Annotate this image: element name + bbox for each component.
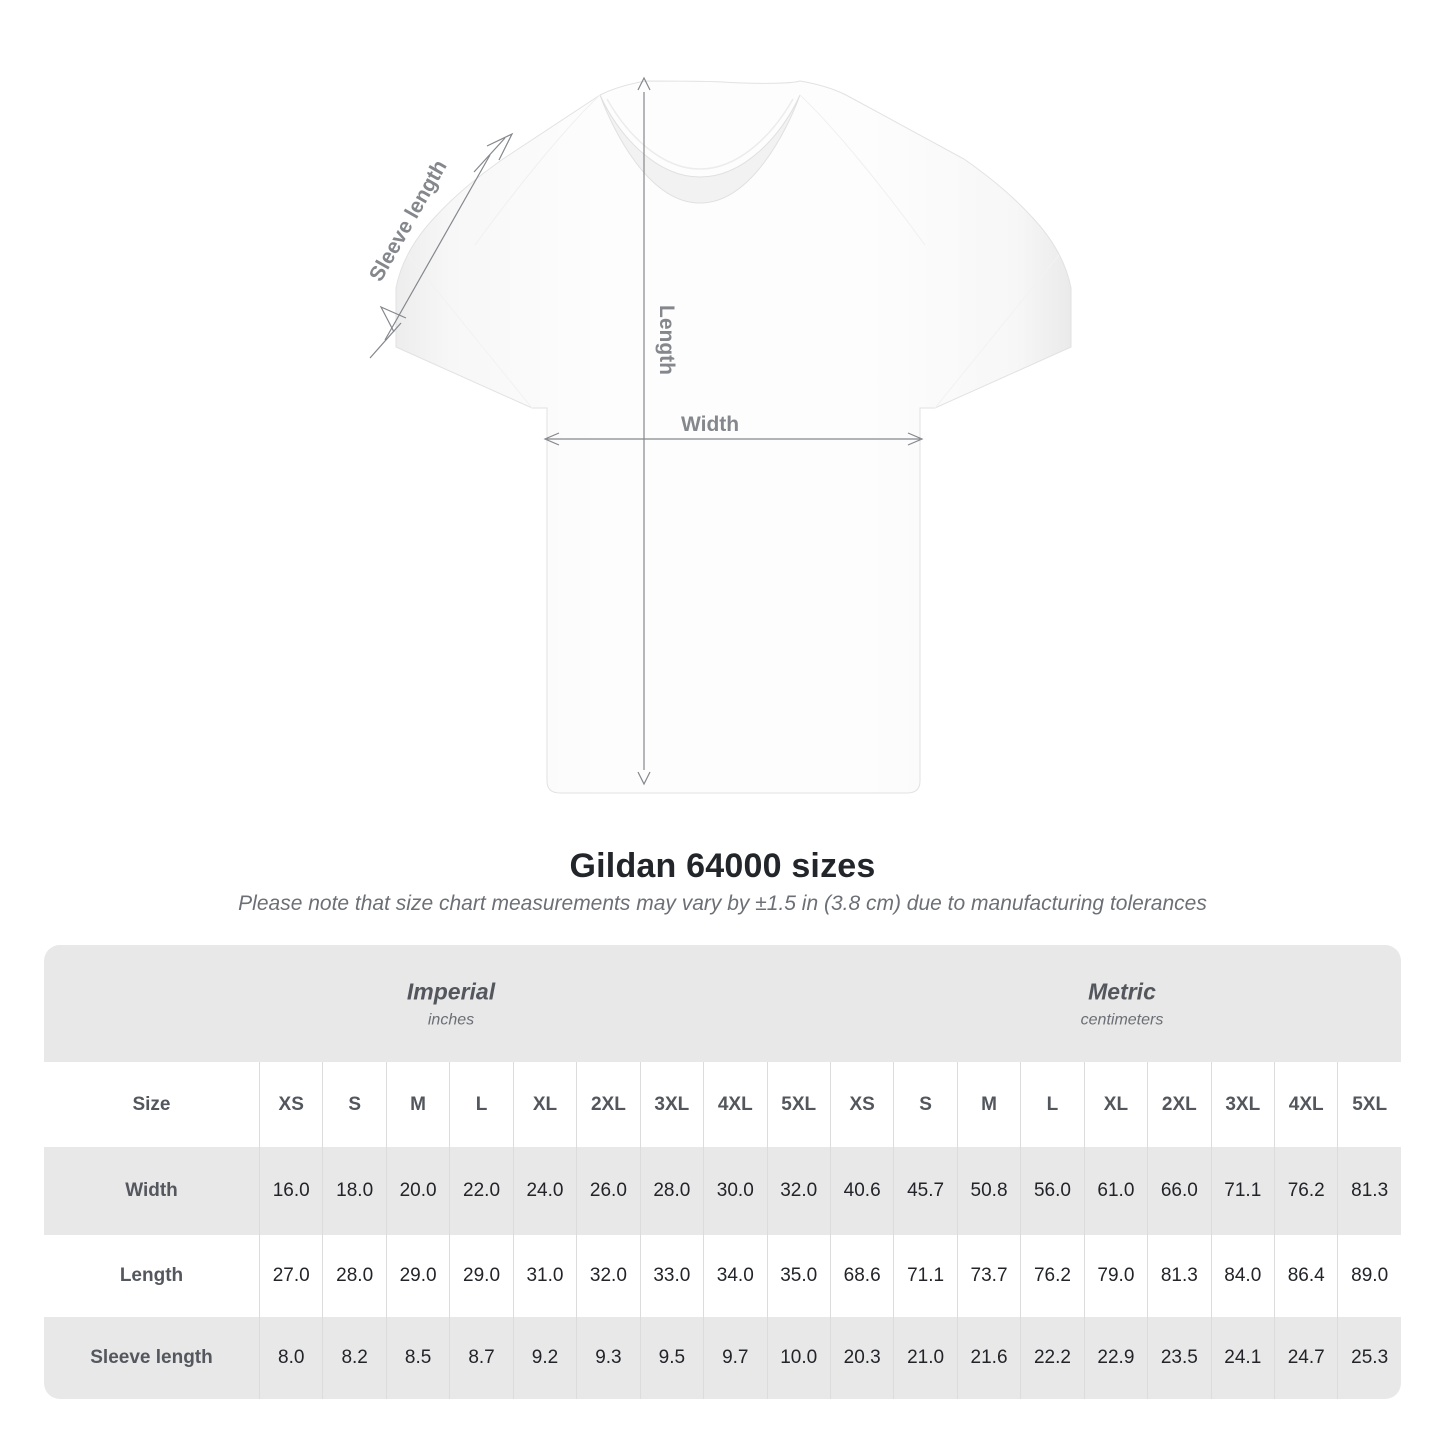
svg-text:Length: Length	[655, 305, 678, 375]
svg-text:Width: Width	[681, 413, 739, 436]
